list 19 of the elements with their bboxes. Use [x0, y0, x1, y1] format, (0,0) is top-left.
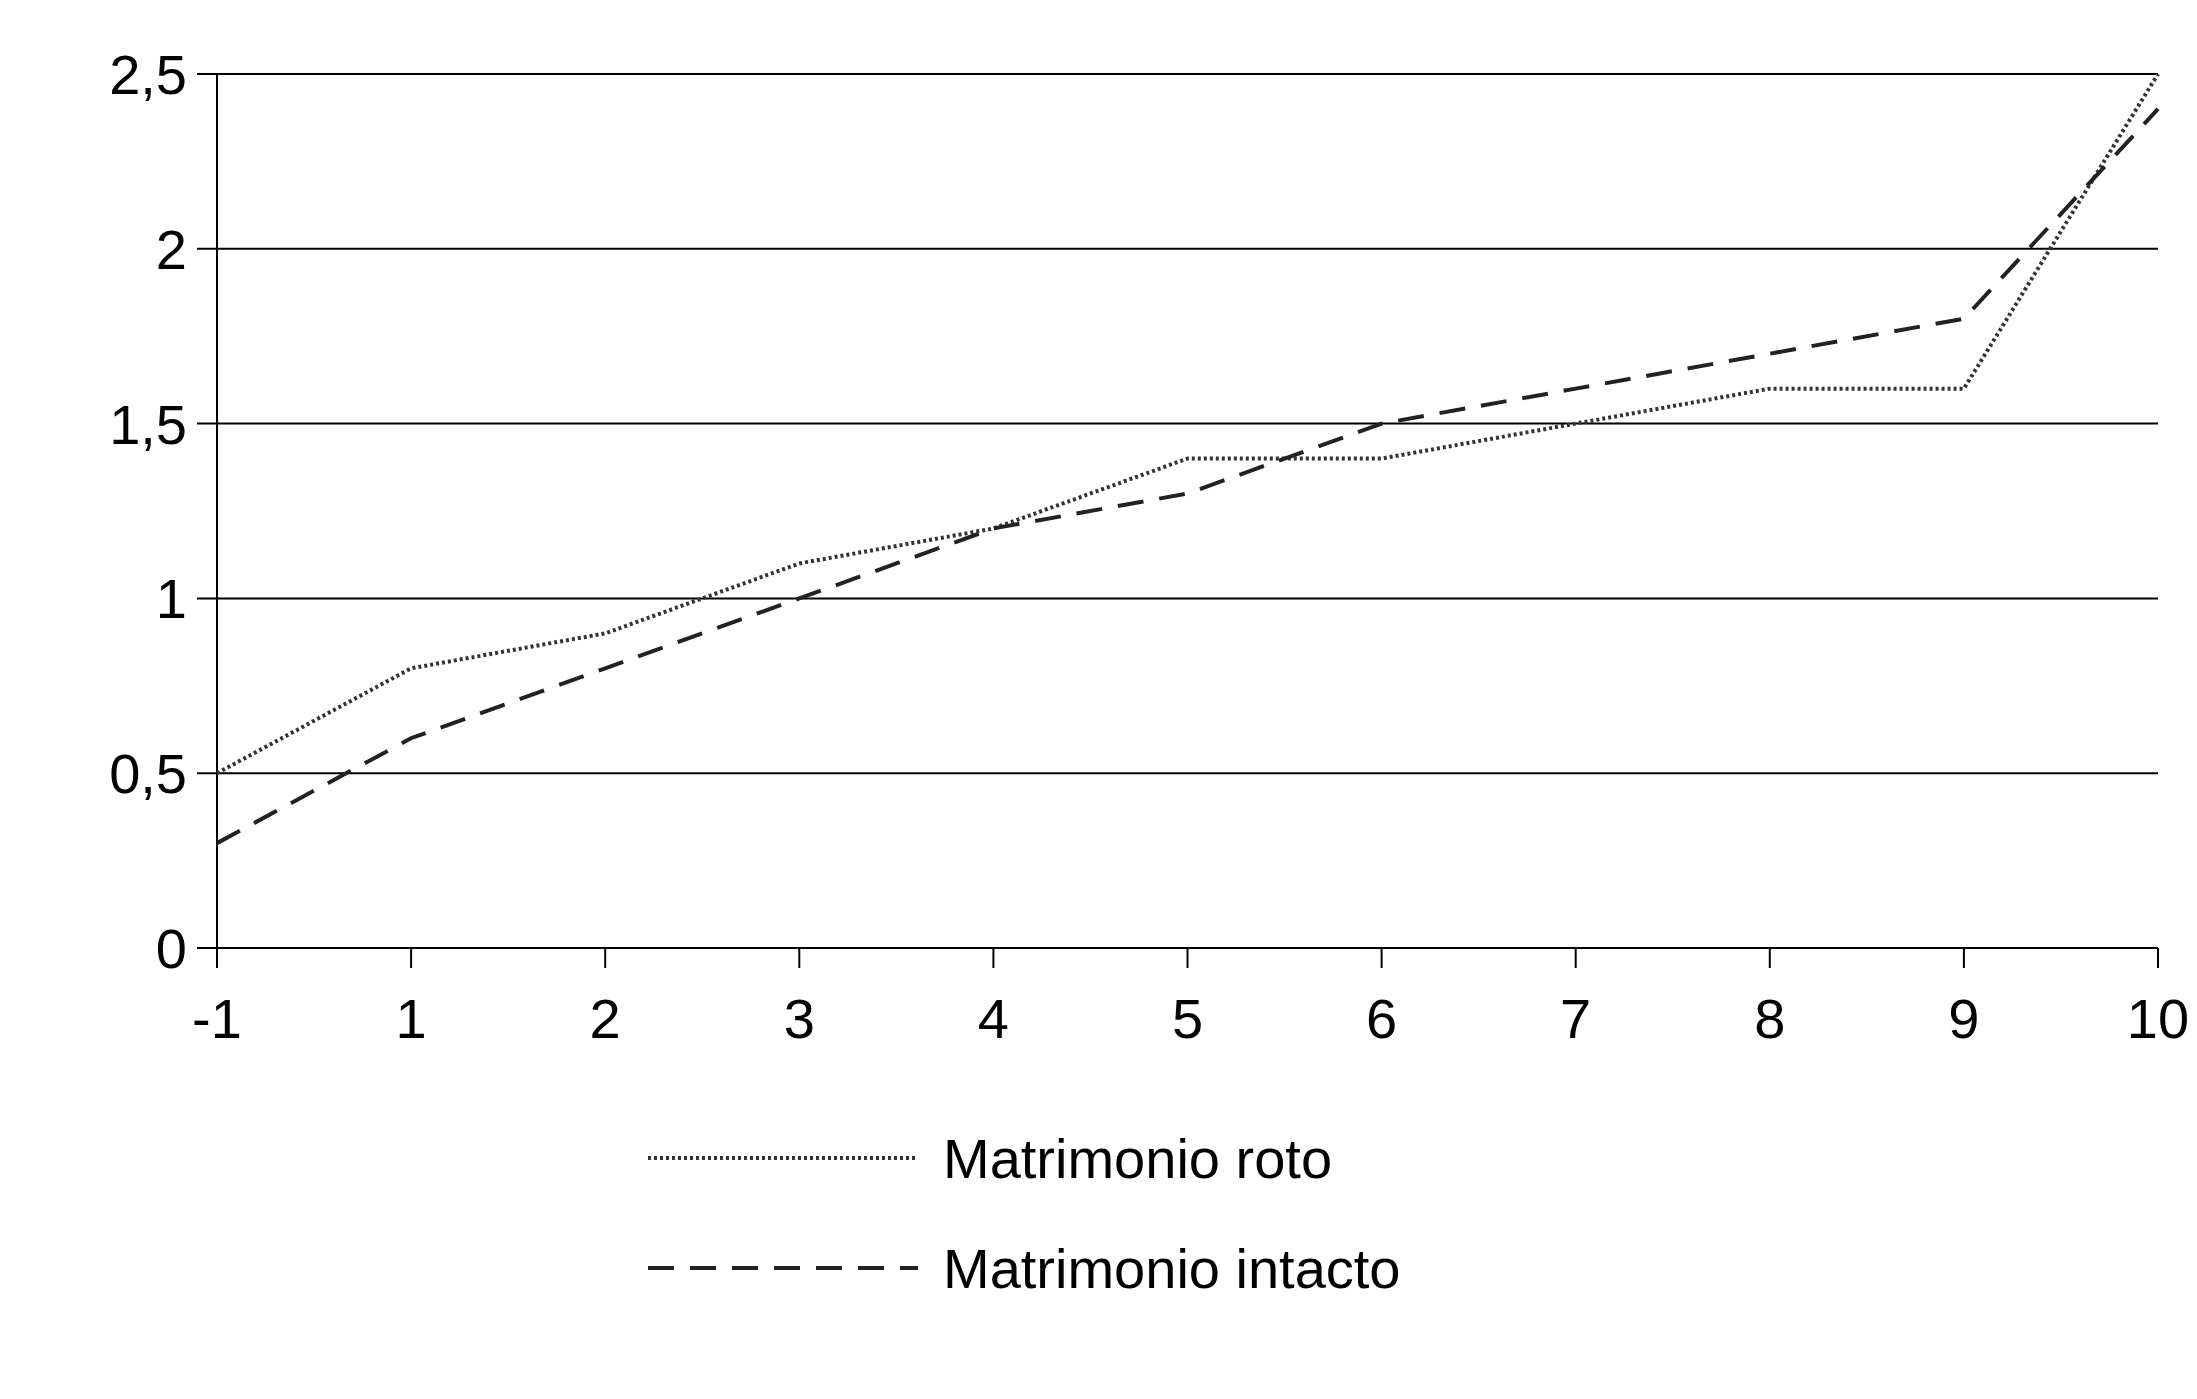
- x-tick-label: 4: [977, 987, 1009, 1050]
- x-tick-label: 9: [1948, 987, 1980, 1050]
- x-tick-label: 2: [589, 987, 621, 1050]
- y-tick-label: 0: [155, 917, 187, 980]
- y-tick-label: 2,5: [109, 43, 187, 106]
- x-tick-label: 1: [395, 987, 427, 1050]
- x-tick-label: 6: [1366, 987, 1398, 1050]
- legend-label: Matrimonio roto: [943, 1127, 1333, 1190]
- x-tick-label: 7: [1560, 987, 1592, 1050]
- x-tick-label: 10: [2126, 987, 2190, 1050]
- y-tick-label: 1: [155, 567, 187, 631]
- x-tick-label: 8: [1754, 987, 1786, 1050]
- y-tick-label: 1,5: [109, 392, 187, 456]
- y-tick-label: 0,5: [109, 742, 187, 806]
- legend-label: Matrimonio intacto: [943, 1237, 1401, 1300]
- x-tick-label: -1: [192, 987, 242, 1050]
- x-tick-label: 5: [1171, 987, 1204, 1050]
- x-tick-label: 3: [783, 987, 815, 1050]
- y-tick-label: 2: [155, 217, 187, 281]
